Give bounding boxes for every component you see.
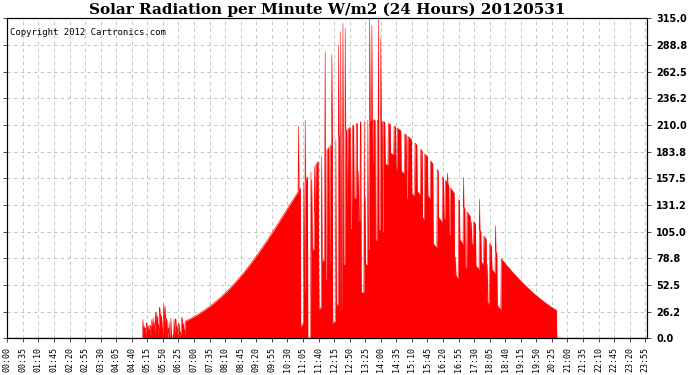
Title: Solar Radiation per Minute W/m2 (24 Hours) 20120531: Solar Radiation per Minute W/m2 (24 Hour… <box>89 3 565 17</box>
Text: Copyright 2012 Cartronics.com: Copyright 2012 Cartronics.com <box>10 28 166 37</box>
